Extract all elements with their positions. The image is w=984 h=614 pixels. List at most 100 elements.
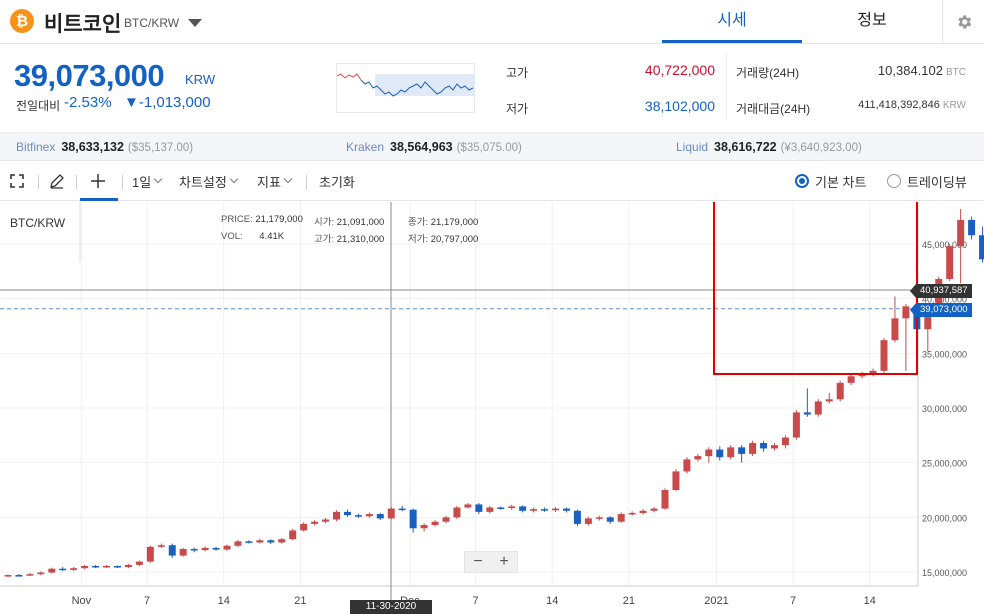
basic-chart-radio[interactable]: 기본 차트 bbox=[795, 161, 866, 201]
candle-body bbox=[760, 442, 768, 449]
legend-vol: VOL: 4.41K bbox=[221, 231, 284, 242]
candle-body bbox=[398, 508, 406, 511]
candle-body bbox=[464, 504, 472, 508]
toolbar-divider bbox=[38, 175, 39, 189]
candle-body bbox=[26, 574, 34, 576]
coin-name: 비트코인 bbox=[44, 13, 122, 36]
exchange-bitfinex: Bitfinex 38,633,132 ($35,137.00) bbox=[16, 140, 193, 154]
x-tick-label: 21 bbox=[294, 595, 306, 607]
candle-body bbox=[847, 376, 855, 383]
candle-body bbox=[354, 515, 362, 517]
candle-body bbox=[135, 561, 143, 565]
volume-unit: BTC bbox=[946, 67, 966, 78]
sparkline-prev bbox=[336, 73, 362, 81]
candle-body bbox=[168, 545, 176, 556]
candle-body bbox=[37, 572, 45, 575]
interval-label: 1일 bbox=[132, 174, 152, 190]
settings-gear-icon[interactable] bbox=[942, 0, 984, 43]
legend-value: 21,310,000 bbox=[336, 234, 385, 245]
chart-settings-menu[interactable]: 차트설정 bbox=[179, 161, 239, 201]
exchange-price: 38,633,132 bbox=[61, 140, 124, 154]
candle-body bbox=[409, 509, 417, 529]
tradingview-label: 트레이딩뷰 bbox=[907, 174, 967, 190]
candle-body bbox=[825, 399, 833, 402]
candle-body bbox=[431, 521, 439, 525]
legend-label: 고가: bbox=[314, 234, 335, 245]
draw-pencil-icon[interactable] bbox=[49, 161, 67, 201]
y-tick-label: 35,000,000 bbox=[922, 349, 967, 359]
candle-body bbox=[792, 412, 800, 438]
x-tick-label: Nov bbox=[72, 595, 92, 607]
candle-body bbox=[300, 523, 308, 531]
reset-button[interactable]: 초기화 bbox=[319, 174, 355, 190]
volume-value: 10,384.102 BTC bbox=[800, 63, 966, 78]
x-tick-label: 14 bbox=[864, 595, 876, 607]
candle-body bbox=[486, 507, 494, 512]
price-summary: 39,073,000 KRW 전일대비 -2.53% ▼-1,013,000 고… bbox=[0, 44, 984, 132]
amount-number: 411,418,392,846 bbox=[858, 99, 940, 111]
candle-body bbox=[683, 459, 691, 472]
chart-pair-label: BTC/KRW bbox=[10, 216, 66, 230]
legend-label: 종가: bbox=[408, 217, 429, 228]
exchange-kraken: Kraken 38,564,963 ($35,075.00) bbox=[346, 140, 522, 154]
cursor-price-tag: 40,937,587 bbox=[910, 284, 972, 298]
legend-label: 시가: bbox=[314, 217, 335, 228]
chevron-down-icon bbox=[283, 174, 293, 184]
tab-info[interactable]: 정보 bbox=[857, 12, 887, 29]
exchange-name: Kraken bbox=[346, 140, 385, 154]
tab-quote[interactable]: 시세 bbox=[662, 0, 802, 43]
fullscreen-icon[interactable] bbox=[10, 161, 26, 201]
high-label: 고가 bbox=[506, 66, 529, 80]
coin-select-caret-icon[interactable] bbox=[188, 19, 202, 27]
exchange-fx: ($35,137.00) bbox=[127, 142, 194, 154]
legend-high: 고가: 21,310,000 bbox=[314, 231, 384, 245]
price-chart[interactable]: 15,000,000 20,000,000 25,000,000 30,000,000… bbox=[0, 202, 984, 614]
high-price: 40,722,000 bbox=[644, 62, 715, 78]
candle-body bbox=[979, 235, 984, 260]
legend-close: 종가: 21,179,000 bbox=[408, 214, 478, 228]
radio-selected-icon bbox=[795, 174, 809, 188]
y-tick-label: 20,000,000 bbox=[922, 513, 967, 523]
legend-label: 저가: bbox=[408, 234, 429, 245]
mini-sparkline-chart bbox=[336, 63, 475, 113]
candle-body bbox=[716, 449, 724, 458]
candle-body bbox=[475, 504, 483, 512]
candle-body bbox=[15, 575, 23, 577]
current-price-tag: 39,073,000 bbox=[910, 303, 972, 317]
zoom-in-button[interactable]: + bbox=[499, 553, 509, 570]
candle-body bbox=[256, 540, 264, 543]
candle-body bbox=[376, 514, 384, 519]
candle-body bbox=[519, 506, 527, 511]
coin-header: ₿ 비트코인 BTC/KRW 시세 정보 bbox=[0, 0, 984, 44]
candle-body bbox=[924, 311, 932, 330]
candle-body bbox=[672, 471, 680, 490]
candle-body bbox=[530, 509, 538, 511]
interval-select[interactable]: 1일 bbox=[132, 161, 163, 201]
legend-label: PRICE: bbox=[221, 214, 253, 225]
legend-value: 4.41K bbox=[259, 231, 285, 242]
candle-body bbox=[343, 511, 351, 516]
price-unit: KRW bbox=[185, 72, 216, 87]
indicators-menu[interactable]: 지표 bbox=[257, 161, 293, 201]
candle-body bbox=[212, 547, 220, 550]
amount-unit: KRW bbox=[942, 100, 966, 111]
x-tick-label: 2021 bbox=[704, 595, 728, 607]
tradingview-radio[interactable]: 트레이딩뷰 bbox=[887, 161, 967, 201]
candle-body bbox=[946, 246, 954, 279]
candle-body bbox=[617, 514, 625, 522]
crosshair-active-indicator bbox=[80, 198, 118, 201]
legend-low: 저가: 20,797,000 bbox=[408, 231, 478, 245]
legend-value: 21,091,000 bbox=[336, 217, 385, 228]
change-percent: -2.53% bbox=[64, 94, 112, 111]
crosshair-icon[interactable] bbox=[90, 161, 108, 201]
chart-settings-label: 차트설정 bbox=[179, 174, 227, 190]
candlestick-chart-svg[interactable]: 15,000,000 20,000,000 25,000,000 30,000,000… bbox=[0, 202, 984, 614]
zoom-out-button[interactable]: − bbox=[473, 553, 483, 570]
chart-toolbar: 1일 차트설정 지표 초기화 기본 차트 트레이딩뷰 bbox=[0, 161, 984, 201]
candle-body bbox=[201, 547, 209, 551]
candle-body bbox=[146, 546, 154, 562]
candle-body bbox=[584, 518, 592, 524]
candle-body bbox=[705, 449, 713, 457]
candle-body bbox=[738, 447, 746, 454]
candle-body bbox=[333, 511, 340, 520]
